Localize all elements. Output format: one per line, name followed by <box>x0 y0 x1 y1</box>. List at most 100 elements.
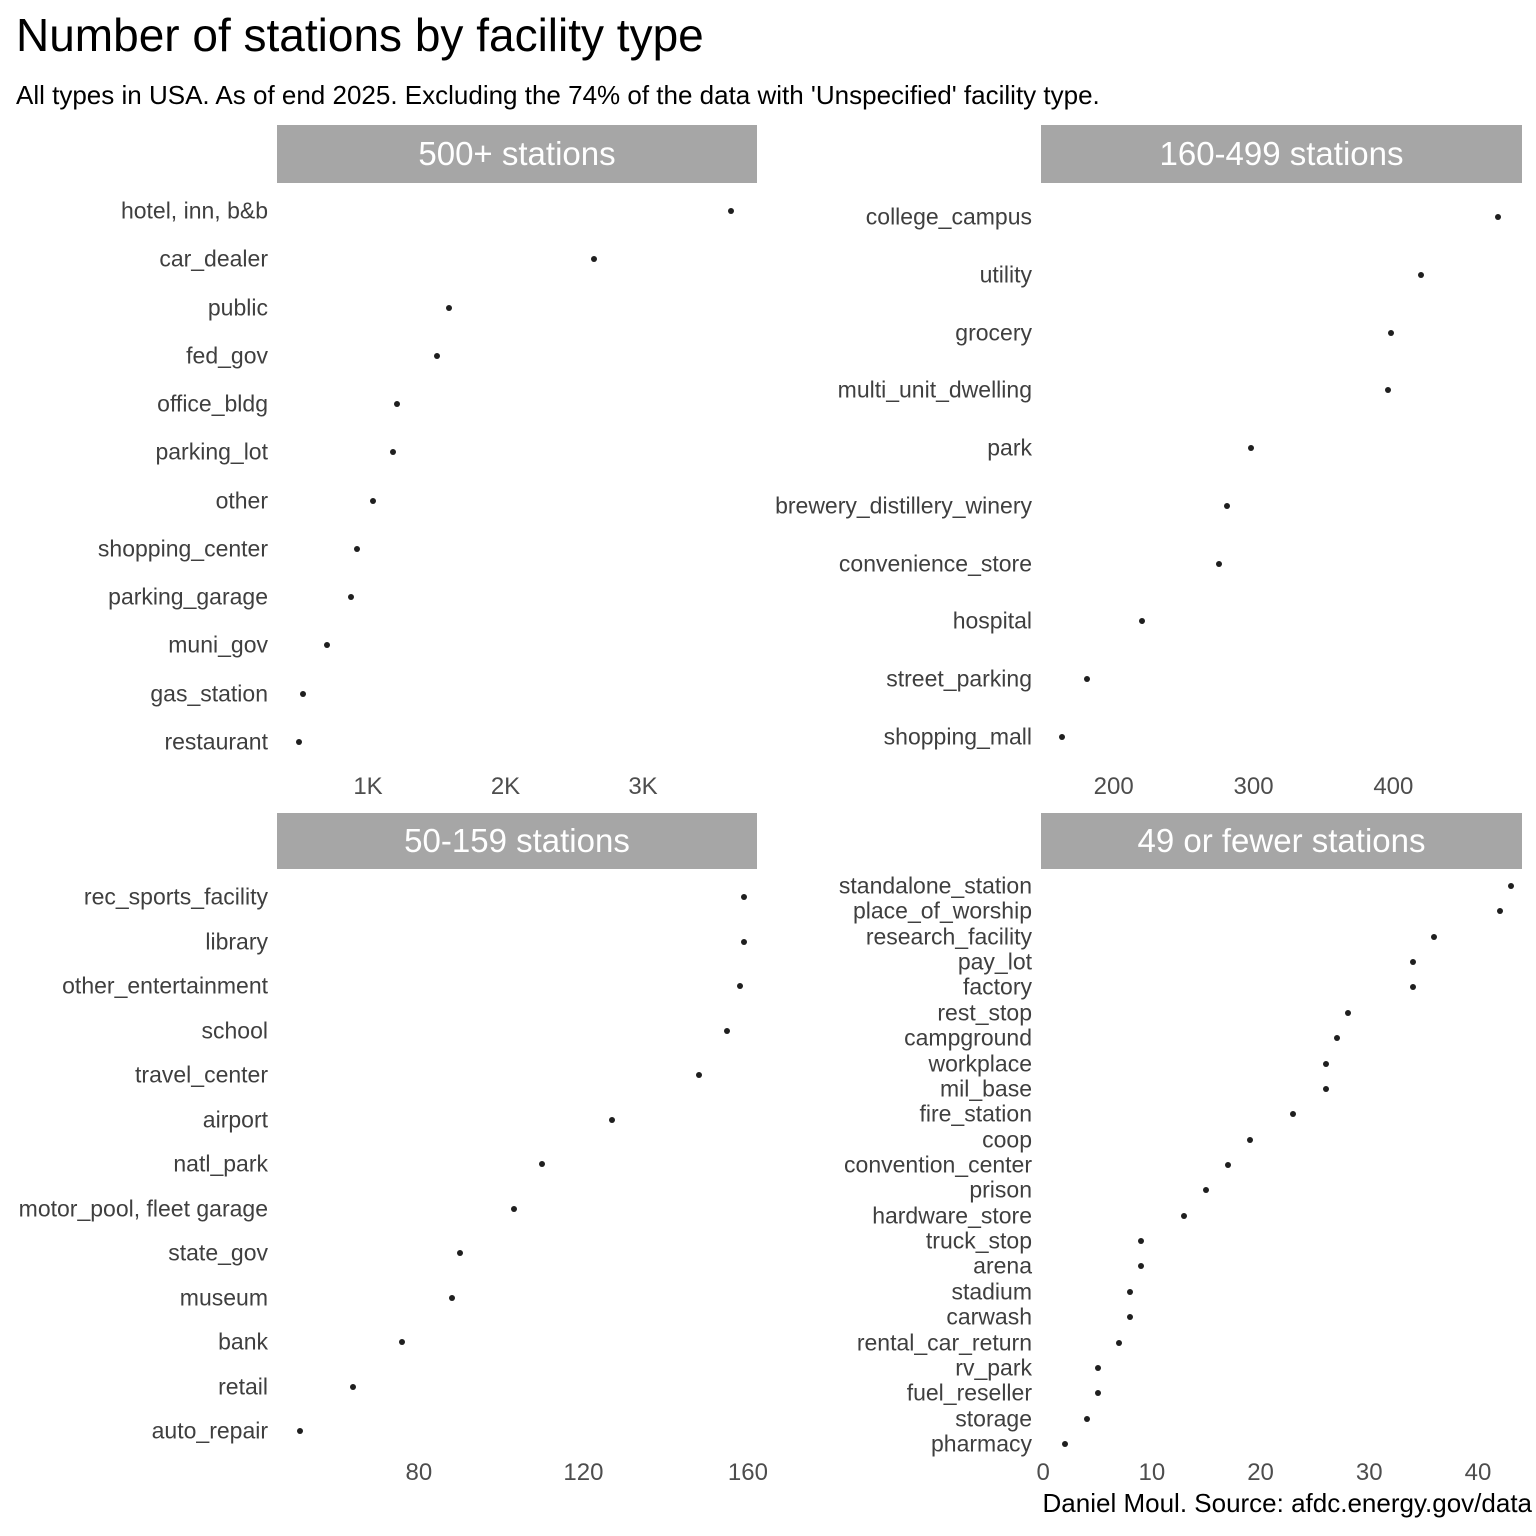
category-label: hospital <box>952 607 1032 634</box>
category-label: hotel, inn, b&b <box>120 197 268 224</box>
category-label: rental_car_return <box>856 1329 1032 1356</box>
category-label: stadium <box>951 1278 1032 1305</box>
x-tick-label: 300 <box>1233 773 1274 800</box>
data-point <box>446 304 453 311</box>
data-point <box>1387 329 1394 336</box>
category-label: factory <box>962 973 1032 1000</box>
category-label: convenience_store <box>838 550 1032 577</box>
data-point <box>1333 1035 1340 1042</box>
category-label: arena <box>973 1252 1032 1279</box>
x-tick-label: 30 <box>1355 1459 1383 1486</box>
data-point <box>1496 908 1503 915</box>
data-point <box>1058 734 1065 740</box>
x-tick-label: 2K <box>490 773 521 800</box>
data-point <box>1094 1364 1101 1371</box>
data-point <box>369 497 376 504</box>
category-label: storage <box>955 1405 1032 1432</box>
facet-header: 50-159 stations <box>277 813 757 869</box>
category-label: coop <box>982 1126 1032 1153</box>
data-point <box>1215 560 1222 567</box>
data-point <box>354 545 361 552</box>
category-label: school <box>201 1017 268 1043</box>
x-tick-label: 400 <box>1373 773 1414 800</box>
data-point <box>457 1250 464 1256</box>
data-point <box>736 983 743 989</box>
data-point <box>1127 1314 1134 1321</box>
data-point <box>1094 1390 1101 1397</box>
data-point <box>1138 618 1145 625</box>
chart-caption: Daniel Moul. Source: afdc.energy.gov/dat… <box>1042 1488 1532 1518</box>
data-point <box>296 1428 303 1434</box>
category-label: museum <box>179 1284 268 1310</box>
category-label: airport <box>202 1106 268 1132</box>
data-point <box>350 1383 357 1390</box>
category-label: pharmacy <box>931 1430 1032 1457</box>
data-point <box>1138 1263 1144 1270</box>
category-label: natl_park <box>173 1150 268 1177</box>
category-label: restaurant <box>164 728 268 755</box>
data-point <box>300 690 307 697</box>
data-point <box>296 739 303 745</box>
category-label: motor_pool, fleet garage <box>18 1195 268 1221</box>
data-point <box>1084 676 1091 683</box>
data-point <box>728 208 734 214</box>
category-label: street_parking <box>886 665 1032 692</box>
data-point <box>1290 1111 1297 1118</box>
category-label: park <box>987 434 1032 461</box>
data-point <box>1224 1162 1231 1168</box>
data-point <box>347 594 354 601</box>
category-label: mil_base <box>939 1075 1032 1102</box>
category-label: public <box>207 294 268 321</box>
category-label: fuel_reseller <box>906 1379 1032 1406</box>
category-label: muni_gov <box>168 631 268 658</box>
category-label: other <box>215 487 268 514</box>
category-label: other_entertainment <box>62 972 268 999</box>
facet-header: 160-499 stations <box>1041 125 1522 183</box>
category-label: gas_station <box>150 680 268 707</box>
category-label: research_facility <box>865 923 1032 950</box>
category-label: car_dealer <box>159 245 268 272</box>
data-point <box>1384 387 1391 394</box>
category-label: carwash <box>946 1303 1032 1330</box>
category-label: fire_station <box>919 1100 1032 1127</box>
data-point <box>740 938 747 945</box>
category-label: fed_gov <box>186 342 268 369</box>
data-point <box>1409 984 1416 991</box>
data-point <box>1418 271 1425 278</box>
data-point <box>433 352 440 359</box>
data-point <box>399 1339 406 1345</box>
x-tick-label: 160 <box>727 1459 768 1486</box>
data-point <box>1203 1187 1210 1194</box>
category-label: parking_garage <box>108 583 268 610</box>
data-point <box>1181 1212 1188 1219</box>
data-point <box>1083 1415 1090 1422</box>
data-point <box>1322 1060 1329 1067</box>
category-label: shopping_mall <box>883 723 1032 750</box>
category-label: retail <box>218 1373 268 1399</box>
data-point <box>724 1027 731 1034</box>
data-point <box>1116 1339 1123 1346</box>
category-label: rest_stop <box>937 999 1032 1026</box>
data-point <box>1322 1085 1329 1092</box>
chart-subtitle: All types in USA. As of end 2025. Exclud… <box>16 80 1100 110</box>
category-label: convention_center <box>844 1151 1032 1178</box>
facet-header: 49 or fewer stations <box>1041 813 1522 869</box>
data-point <box>1246 1136 1253 1143</box>
category-label: bank <box>218 1328 268 1355</box>
facet-header: 500+ stations <box>277 125 757 183</box>
category-label: library <box>205 928 268 954</box>
category-label: brewery_distillery_winery <box>775 492 1032 519</box>
category-label: prison <box>969 1176 1032 1203</box>
data-point <box>323 642 330 649</box>
x-tick-label: 1K <box>353 773 383 800</box>
category-label: auto_repair <box>151 1417 268 1444</box>
category-label: grocery <box>955 319 1032 346</box>
data-point <box>510 1205 517 1212</box>
category-label: rec_sports_facility <box>83 883 268 910</box>
category-label: workplace <box>928 1050 1032 1077</box>
data-point <box>1344 1009 1351 1016</box>
category-label: campground <box>904 1024 1032 1051</box>
category-label: office_bldg <box>157 390 268 417</box>
chart-title: Number of stations by facility type <box>16 9 704 61</box>
